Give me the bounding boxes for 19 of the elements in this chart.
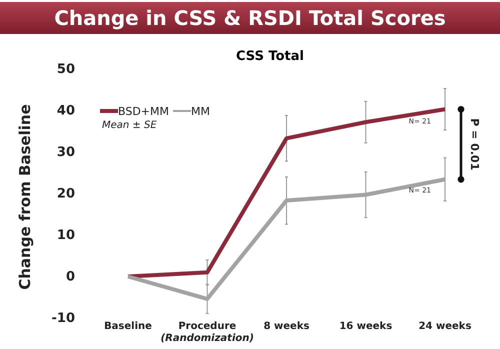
annotation: P = 0.01 [468, 118, 481, 170]
y-tick-label: 40 [56, 104, 75, 119]
y-tick-label: 50 [56, 62, 75, 78]
x-tick-label: Baseline [104, 321, 152, 332]
x-tick-label: 24 weeks [418, 321, 472, 332]
x-tick-label: 16 weeks [339, 321, 392, 332]
y-axis-title: Change from Baseline [16, 104, 34, 290]
legend-label: BSD+MM [118, 105, 170, 118]
x-tick-label: Procedure (Randomization) [160, 321, 254, 344]
y-tick-label: -10 [52, 311, 75, 326]
legend-label: MM [191, 105, 210, 118]
y-tick-label: 10 [56, 228, 75, 244]
y-tick-label: 0 [66, 270, 75, 285]
y-tick-label: 30 [56, 145, 75, 160]
x-tick-label: 8 weeks [264, 321, 310, 332]
chart-title: Change in CSS & RSDI Total Scores [54, 6, 446, 30]
y-tick-label: 20 [56, 186, 75, 202]
chart-subtitle: CSS Total [236, 49, 304, 64]
annotation: Mean ± SE [102, 120, 158, 131]
